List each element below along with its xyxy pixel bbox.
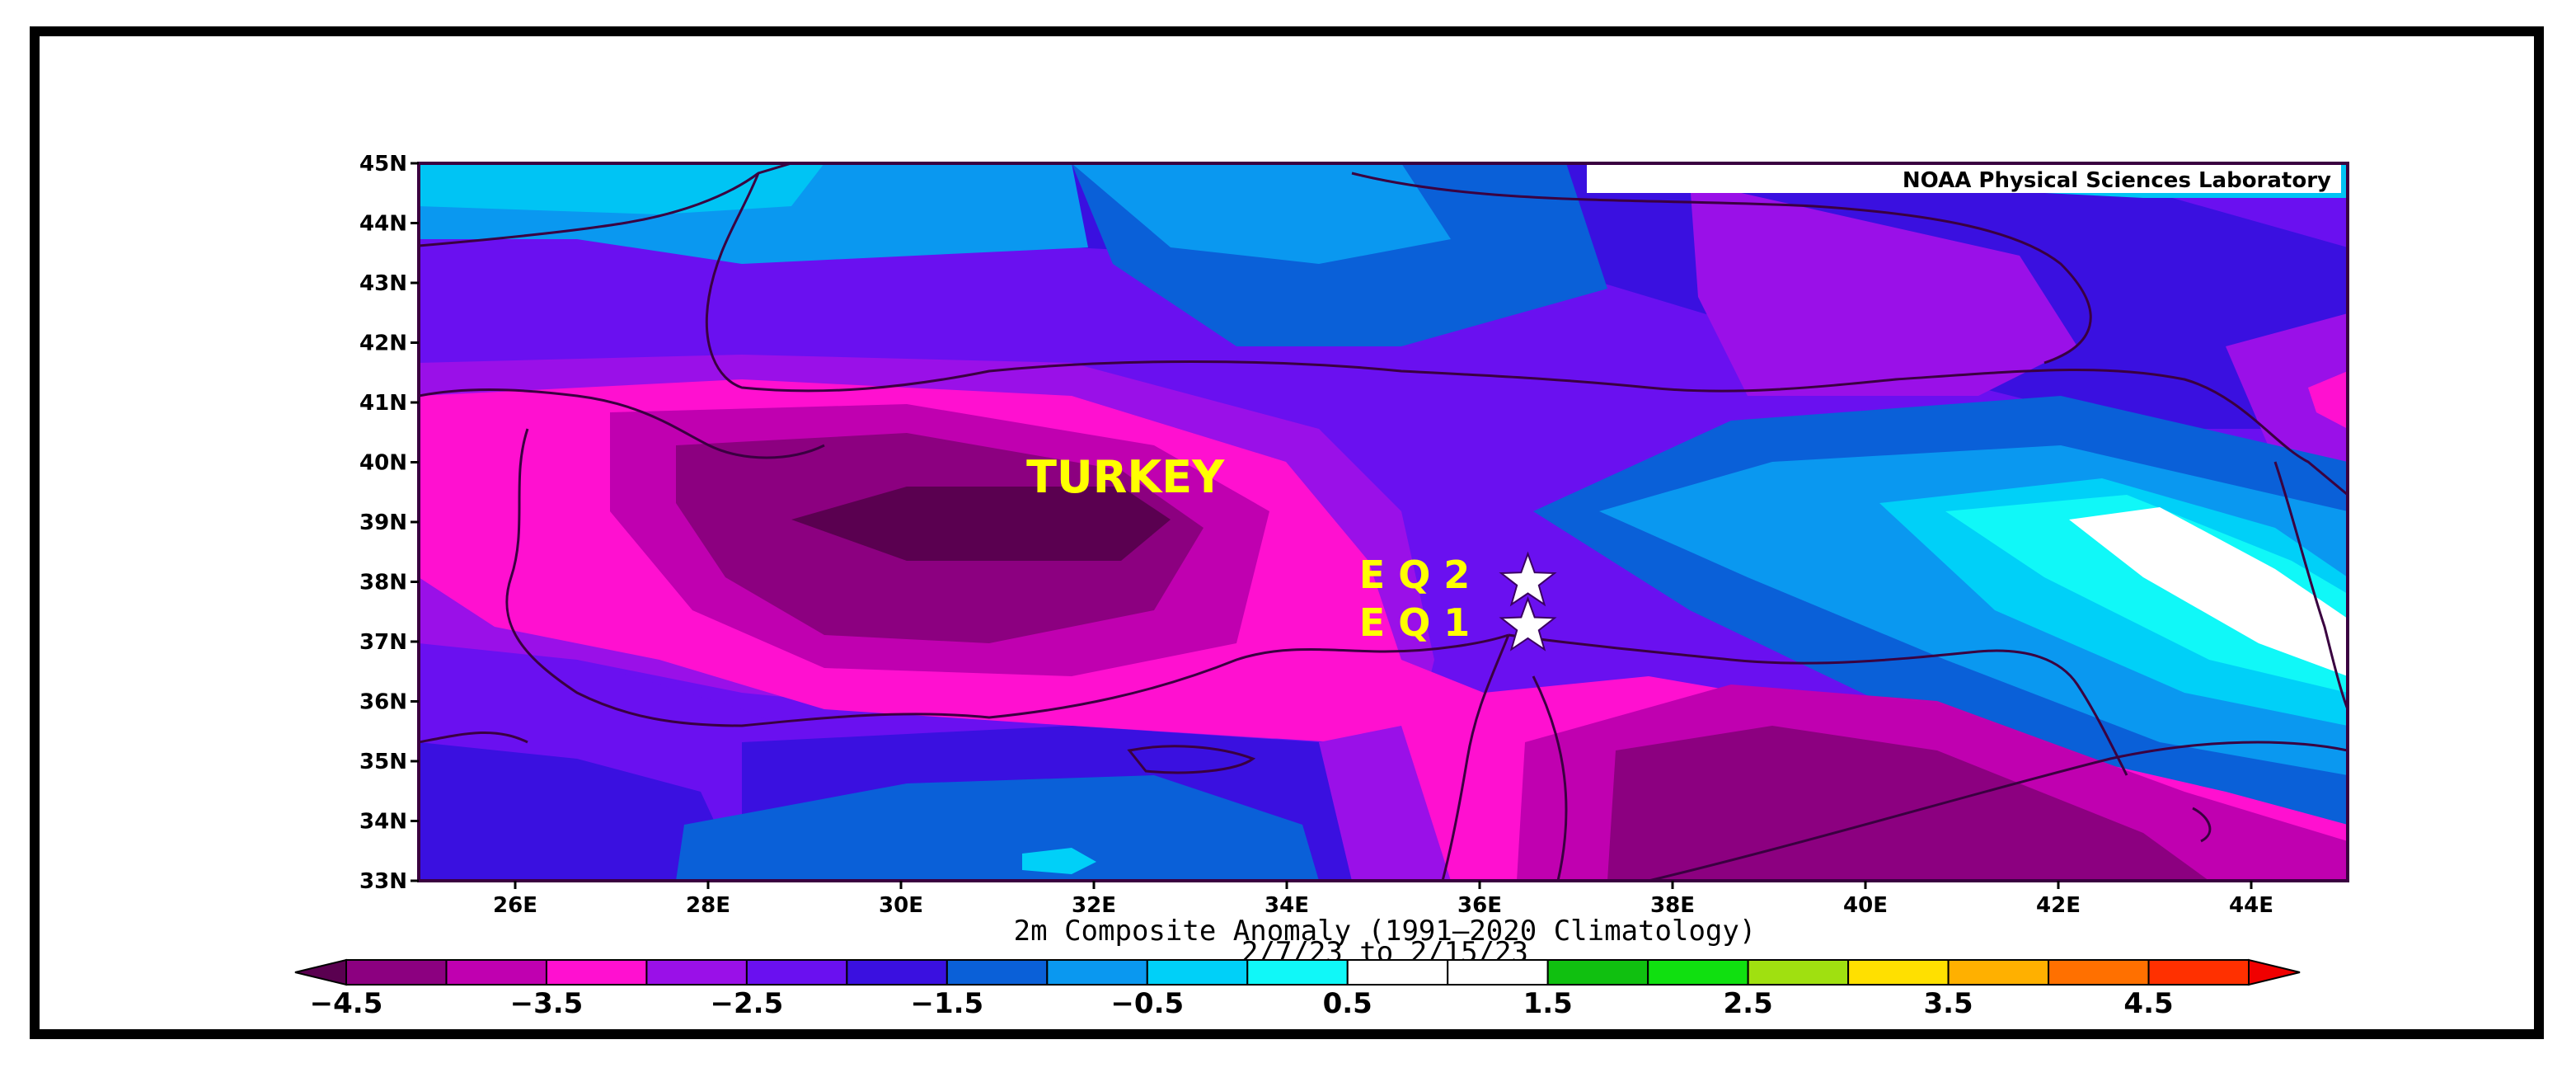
lon-tick-label: 34E: [1265, 893, 1309, 918]
lat-tick-label: 42N: [359, 332, 407, 356]
anatolia-south-coast: [505, 428, 1509, 727]
colorbar-swatch: [1947, 959, 2050, 986]
lat-tick-label: 39N: [359, 510, 407, 535]
lat-tick-label: 40N: [359, 451, 407, 476]
colorbar-tick-label: 2.5: [1724, 987, 1773, 1020]
lat-tick-label: 33N: [359, 869, 407, 894]
map-markers: [1499, 551, 1557, 652]
contour-south-purple: [1319, 726, 1451, 881]
lon-tick-label: 26E: [493, 893, 537, 918]
lon-tick-label: 42E: [2036, 893, 2081, 918]
colorbar-swatch: [745, 959, 848, 986]
map-label-eq1: E Q 1: [1359, 600, 1471, 645]
lon-tick-label: 36E: [1457, 893, 1502, 918]
anomaly-contours: [419, 163, 2348, 881]
marmara-coast: [419, 388, 825, 459]
colorbar-swatch: [945, 959, 1049, 986]
map-label-eq2: E Q 2: [1359, 553, 1471, 597]
colorbar-swatch: [1447, 959, 1549, 986]
lat-tick-label: 45N: [359, 152, 407, 176]
credit-text: NOAA Physical Sciences Laboratory: [1903, 168, 2331, 193]
lon-tick-label: 44E: [2229, 893, 2273, 918]
colorbar-swatch: [445, 959, 547, 986]
contour-east-purple: [2226, 313, 2348, 495]
lat-tick-label: 43N: [359, 271, 407, 296]
syria-border-south: [1532, 675, 1568, 881]
contour-north-light: [1072, 163, 1451, 264]
colorbar-swatch: [1346, 959, 1449, 986]
contour-east-aqua: [1945, 495, 2348, 693]
colorbar-tick-label: 4.5: [2123, 987, 2173, 1020]
colorbar-tick-label: −1.5: [910, 987, 983, 1020]
iraq-border: [1648, 741, 2348, 881]
colorbar-swatch: [1546, 959, 1649, 986]
lon-tick-label: 32E: [1072, 893, 1116, 918]
contour-ne-purple: [1690, 181, 2077, 396]
lon-axis: 26E 28E 30E 32E 34E 36E 38E 40E 42E 44E: [493, 881, 2273, 918]
colorbar-swatch: [1847, 959, 1950, 986]
colorbar-low-arrow: [294, 958, 347, 986]
contour-east-magenta: [2308, 371, 2348, 429]
contour-south-midblue: [676, 775, 1319, 881]
colorbar-swatch: [345, 959, 448, 986]
lat-tick-label: 41N: [359, 391, 407, 416]
crete-coast: [419, 731, 528, 744]
colorbar-swatch: [2048, 959, 2150, 986]
colorbar-tick-label: −0.5: [1110, 987, 1184, 1020]
contour-east-white: [2069, 507, 2348, 676]
coastlines: [419, 163, 2348, 881]
lat-axis: 45N 44N 43N 42N 41N 40N 39N 38N 37N 36N 35N 34N 33N: [359, 152, 419, 894]
star-icon-eq2: [1499, 551, 1557, 607]
colorbar-tick-label: −4.5: [310, 987, 383, 1020]
contour-west-core: [791, 487, 1171, 561]
cyprus-coast: [1127, 745, 1256, 774]
contour-se-deep: [1607, 726, 2209, 881]
colorbar-swatch: [1146, 959, 1249, 986]
colorbar-swatch: [846, 959, 948, 986]
colorbar-tick-label: −2.5: [711, 987, 784, 1020]
map-labels: TURKEY E Q 2E Q 1: [1026, 451, 1470, 645]
syria-border: [1508, 633, 2128, 776]
colorbar-high-arrow: [2248, 958, 2301, 986]
caption-line1: 2m Composite Anomaly (1991–2020 Climatol…: [1014, 915, 1757, 948]
lon-tick-label: 28E: [686, 893, 730, 918]
colorbar-tick-label: 3.5: [1923, 987, 1973, 1020]
black-sea-north-coast: [1351, 172, 2092, 365]
colorbar-swatch: [1246, 959, 1349, 986]
colorbar-tick-label: 1.5: [1523, 987, 1573, 1020]
colorbar-swatch: [1747, 959, 1850, 986]
map-label-turkey: TURKEY: [1026, 451, 1225, 503]
lat-tick-label: 44N: [359, 212, 407, 237]
black-sea-south-coast: [705, 172, 2348, 496]
colorbar-swatch: [1647, 959, 1749, 986]
lat-tick-label: 35N: [359, 750, 407, 774]
colorbar-ticks: −4.5 −3.5 −2.5 −1.5 −0.5 0.5 1.5 2.5 3.5 4.5: [310, 987, 2174, 1020]
lon-tick-label: 30E: [879, 893, 923, 918]
se-lake: [2192, 807, 2212, 843]
colorbar-swatch: [545, 959, 648, 986]
levant-coast: [1441, 634, 1510, 881]
colorbar-tick-label: 0.5: [1323, 987, 1372, 1020]
colorbar-swatch: [2147, 959, 2250, 986]
colorbar-swatch: [645, 959, 748, 986]
star-icon-eq1: [1499, 595, 1557, 652]
contour-south-cyan: [1022, 848, 1096, 874]
contour-sw-blue: [419, 742, 742, 881]
contour-nw-cyan: [419, 163, 824, 214]
lon-tick-label: 40E: [1843, 893, 1888, 918]
lon-tick-label: 38E: [1650, 893, 1695, 918]
iran-border: [2273, 461, 2348, 710]
credit-box: [1587, 165, 2341, 193]
lat-tick-label: 37N: [359, 630, 407, 655]
black-sea-coast-nw: [419, 163, 792, 247]
lat-tick-label: 38N: [359, 571, 407, 595]
colorbar: [294, 958, 2301, 986]
colorbar-tick-label: −3.5: [510, 987, 584, 1020]
lat-tick-label: 36N: [359, 690, 407, 715]
lat-tick-label: 34N: [359, 810, 407, 835]
colorbar-swatch: [1046, 959, 1148, 986]
